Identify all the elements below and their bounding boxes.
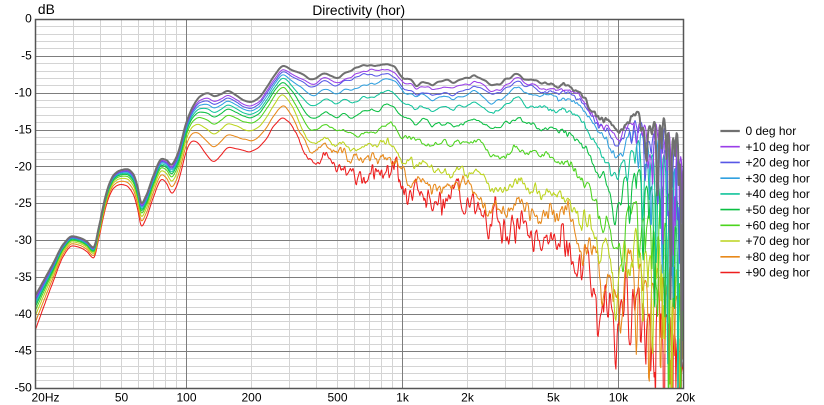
svg-text:-40: -40: [14, 307, 32, 321]
svg-text:20k: 20k: [676, 391, 696, 405]
svg-text:50: 50: [115, 391, 129, 405]
svg-text:5k: 5k: [547, 391, 561, 405]
svg-text:-15: -15: [14, 122, 32, 136]
svg-text:-30: -30: [14, 233, 32, 247]
svg-text:+50 deg hor: +50 deg hor: [746, 203, 810, 217]
svg-text:+20 deg hor: +20 deg hor: [746, 156, 810, 170]
svg-text:0: 0: [25, 12, 32, 26]
svg-text:500: 500: [327, 391, 347, 405]
svg-text:-45: -45: [14, 344, 32, 358]
svg-text:+70 deg hor: +70 deg hor: [746, 234, 810, 248]
svg-text:20Hz: 20Hz: [31, 391, 59, 405]
svg-text:dB: dB: [38, 2, 55, 17]
svg-text:Directivity (hor): Directivity (hor): [312, 3, 405, 18]
svg-text:-5: -5: [21, 49, 32, 63]
svg-text:+60 deg hor: +60 deg hor: [746, 219, 810, 233]
svg-text:0 deg hor: 0 deg hor: [746, 124, 797, 138]
svg-text:+10 deg hor: +10 deg hor: [746, 140, 810, 154]
svg-text:-50: -50: [14, 381, 32, 395]
svg-text:+40 deg hor: +40 deg hor: [746, 187, 810, 201]
svg-text:10k: 10k: [609, 391, 629, 405]
svg-text:2k: 2k: [461, 391, 475, 405]
svg-text:100: 100: [176, 391, 196, 405]
svg-text:+80 deg hor: +80 deg hor: [746, 250, 810, 264]
svg-text:-10: -10: [14, 86, 32, 100]
svg-text:-25: -25: [14, 196, 32, 210]
svg-text:+30 deg hor: +30 deg hor: [746, 171, 810, 185]
svg-text:-35: -35: [14, 270, 32, 284]
svg-text:200: 200: [241, 391, 261, 405]
svg-text:+90 deg hor: +90 deg hor: [746, 266, 810, 280]
svg-text:-20: -20: [14, 159, 32, 173]
svg-text:1k: 1k: [396, 391, 410, 405]
